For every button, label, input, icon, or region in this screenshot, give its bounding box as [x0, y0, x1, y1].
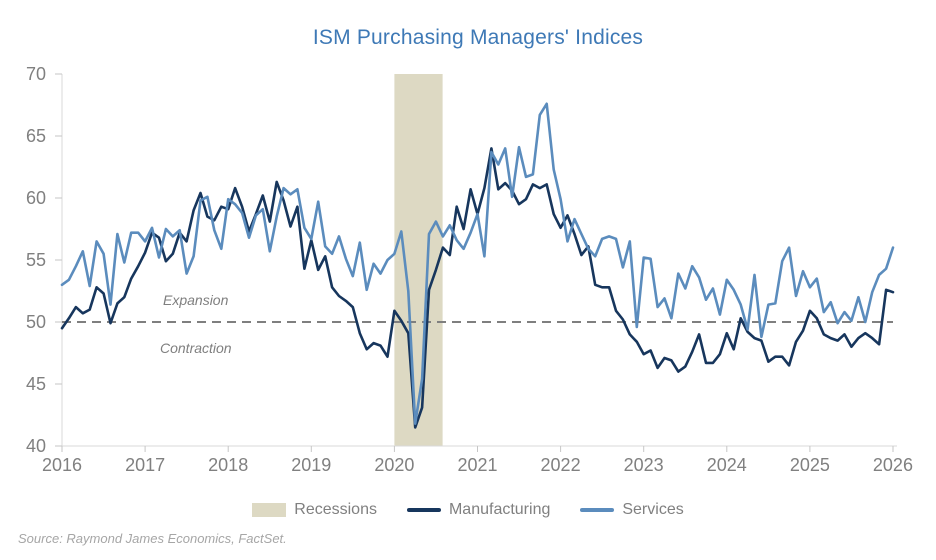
contraction-annotation: Contraction — [160, 340, 232, 356]
y-axis-tick-label: 50 — [25, 312, 46, 332]
y-axis-tick-label: 60 — [25, 188, 46, 208]
recession-band-swatch — [252, 503, 287, 517]
x-axis-tick-label: 2023 — [623, 455, 664, 475]
y-axis-tick-labels: 70 65 60 55 50 45 40 — [0, 64, 46, 456]
x-axis-tick-labels: 2016 2017 2018 2019 2020 2021 2022 2023 … — [40, 455, 915, 476]
x-axis-tick-label: 2016 — [41, 455, 83, 475]
x-axis-tick-label: 2024 — [706, 455, 747, 475]
x-axis-tick-label: 2018 — [208, 455, 249, 475]
y-axis-tick-label: 45 — [25, 374, 46, 394]
legend-item-services: Services — [580, 501, 684, 519]
x-axis-tick-label: 2026 — [872, 455, 913, 475]
x-axis-tick-label: 2020 — [374, 455, 415, 475]
manufacturing-line-swatch — [406, 508, 441, 512]
legend-item-recessions: Recessions — [252, 501, 377, 519]
x-axis-tick-label: 2021 — [457, 455, 498, 475]
x-axis-tick-label: 2017 — [125, 455, 166, 475]
y-axis-tick-label: 40 — [25, 436, 46, 456]
y-axis-tick-label: 70 — [25, 64, 46, 84]
source-note: Source: Raymond James Economics, FactSet… — [18, 531, 287, 546]
expansion-annotation: Expansion — [163, 292, 229, 308]
chart-legend: Recessions Manufacturing Services — [0, 501, 936, 519]
recession-band — [394, 74, 443, 446]
services-line — [60, 102, 895, 426]
y-axis-tick-label: 55 — [25, 250, 46, 270]
tick-marks — [55, 73, 894, 452]
x-axis-tick-label: 2022 — [540, 455, 581, 475]
y-axis-tick-label: 65 — [25, 126, 46, 146]
manufacturing-line — [60, 147, 895, 429]
chart-title: ISM Purchasing Managers' Indices — [312, 26, 644, 49]
x-axis-tick-label: 2019 — [291, 455, 332, 475]
legend-item-manufacturing: Manufacturing — [406, 501, 551, 519]
services-line-swatch — [580, 508, 615, 512]
legend-label: Recessions — [294, 501, 377, 518]
x-axis-tick-label: 2025 — [789, 455, 830, 475]
legend-label: Services — [622, 501, 684, 518]
legend-label: Manufacturing — [448, 501, 551, 518]
